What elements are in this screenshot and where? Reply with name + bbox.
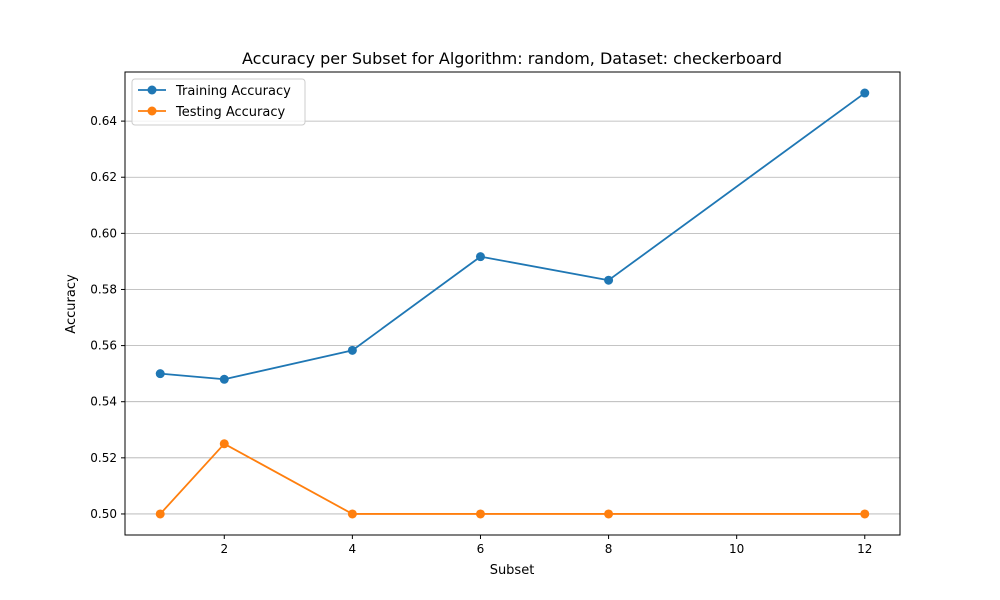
y-tick-label: 0.62 [90,170,117,184]
data-point [155,369,165,379]
y-axis-ticks: 0.50 0.52 0.54 0.56 0.58 0.60 0.62 0.64 [90,114,125,521]
legend-marker-training [147,85,157,95]
data-point [860,509,870,519]
data-point [475,509,485,519]
y-tick-label: 0.60 [90,226,117,240]
data-point [347,509,357,519]
series-line-0 [160,92,866,381]
y-tick-label: 0.52 [90,451,117,465]
data-point [475,252,485,262]
data-point [604,275,614,285]
x-tick-label: 8 [605,542,613,556]
data-point [860,88,870,98]
x-axis-label: Subset [490,563,535,578]
series-group [155,88,870,519]
legend: Training Accuracy Testing Accuracy [131,78,306,126]
x-tick-label: 4 [349,542,357,556]
y-tick-label: 0.56 [90,339,117,353]
series-line-1 [159,442,865,515]
data-point [347,345,357,355]
grid-lines [125,120,900,515]
data-point [219,439,229,449]
x-tick-label: 10 [729,542,744,556]
y-tick-label: 0.50 [90,507,117,521]
legend-label-testing: Testing Accuracy [175,105,285,120]
x-tick-label: 2 [220,542,228,556]
x-tick-label: 12 [857,542,872,556]
legend-marker-testing [147,106,157,116]
legend-box [131,78,306,126]
chart-title: Accuracy per Subset for Algorithm: rando… [242,49,782,68]
data-point [155,509,165,519]
legend-label-training: Training Accuracy [175,84,291,99]
data-point [219,374,229,384]
y-tick-label: 0.64 [90,114,117,128]
x-axis-ticks: 2 4 6 8 10 12 [220,535,872,556]
x-tick-label: 6 [477,542,485,556]
y-axis-label: Accuracy [64,274,79,334]
y-tick-label: 0.54 [90,395,117,409]
y-tick-label: 0.58 [90,282,117,296]
data-point [604,509,614,519]
plot-frame [124,71,901,536]
